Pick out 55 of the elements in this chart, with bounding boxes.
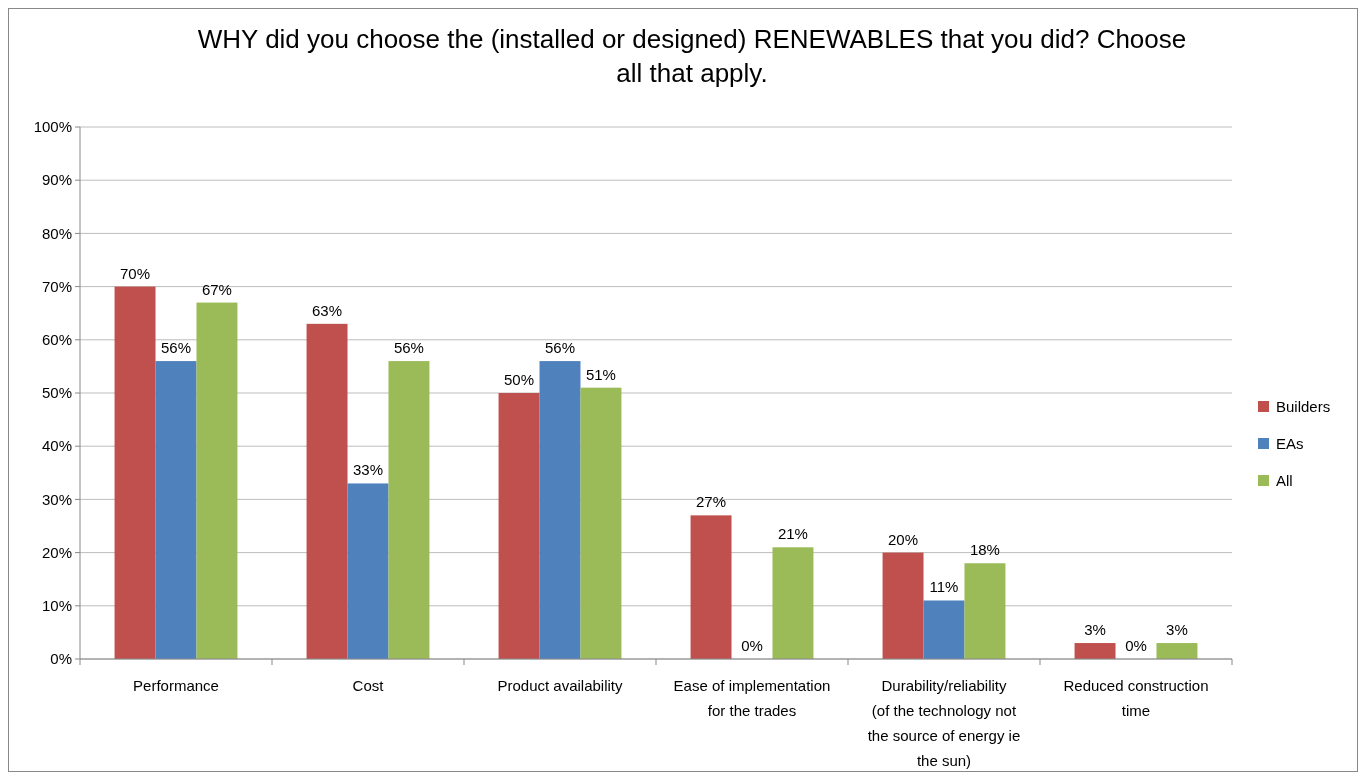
data-label: 0%: [741, 637, 763, 654]
y-tick-label: 40%: [41, 437, 72, 455]
x-tick-label: Reduced construction time: [1063, 677, 1209, 719]
bar: [772, 547, 814, 659]
data-label: 50%: [504, 371, 535, 388]
bar: [882, 552, 924, 659]
data-label: 56%: [160, 339, 192, 357]
bar: [690, 515, 732, 659]
data-label: 33%: [352, 461, 384, 479]
data-label: 3%: [1084, 621, 1106, 639]
data-label: 70%: [120, 264, 151, 282]
bar: [498, 393, 540, 659]
bar: [580, 387, 622, 659]
y-tick-label: 50%: [41, 384, 72, 402]
y-tick-label: 30%: [41, 490, 72, 508]
bar: [114, 286, 156, 659]
bar: [306, 323, 348, 659]
data-label: 56%: [393, 339, 424, 357]
y-tick-label: 90%: [41, 171, 72, 189]
bar: [347, 483, 389, 659]
y-tick-label: 20%: [41, 543, 72, 561]
x-tick-label: Product availability: [497, 677, 624, 694]
bar: [196, 302, 238, 659]
data-label: 67%: [201, 280, 232, 298]
bar: [1156, 643, 1198, 659]
data-label: 27%: [696, 493, 727, 511]
data-label: 21%: [777, 525, 808, 543]
data-label: 11%: [929, 578, 959, 596]
y-tick-label: 10%: [41, 597, 72, 615]
data-label: 0%: [1125, 637, 1147, 654]
data-label: 56%: [544, 339, 576, 357]
y-tick-label: 80%: [41, 224, 72, 242]
bar: [1074, 643, 1116, 659]
data-label: 18%: [969, 541, 1000, 559]
bar: [923, 600, 965, 659]
y-tick-label: 70%: [41, 277, 72, 295]
x-tick-label: Durability/reliability (of the technology not the source of energy ie the sun): [867, 677, 1021, 769]
x-tick-label: Performance: [133, 677, 219, 694]
y-tick-label: 100%: [33, 118, 72, 136]
x-tick-label: Ease of implementation for the trades: [673, 677, 831, 719]
bar: [155, 361, 197, 659]
data-label: 51%: [585, 365, 616, 383]
data-label: 20%: [888, 530, 919, 548]
legend-label: All: [1276, 472, 1293, 490]
legend-label: EAs: [1276, 435, 1304, 453]
y-tick-label: 60%: [41, 331, 72, 349]
legend-label: Builders: [1276, 398, 1331, 416]
bar: [964, 563, 1006, 659]
y-tick-label: 0%: [50, 650, 72, 668]
data-label: 63%: [312, 301, 343, 319]
chart-title: WHY did you choose the (installed or designed) RENEWABLES that you did? Choose all that apply.: [197, 24, 1187, 88]
data-label: 3%: [1166, 621, 1188, 639]
bar: [539, 361, 581, 659]
x-tick-label: Cost: [352, 677, 385, 694]
bar: [388, 361, 430, 659]
